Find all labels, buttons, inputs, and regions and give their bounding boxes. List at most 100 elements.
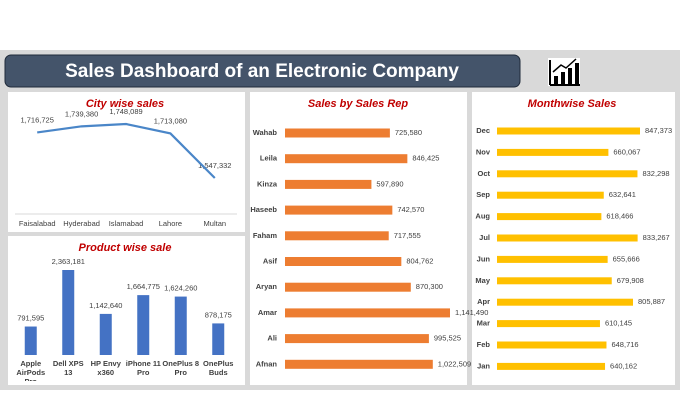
data-label: 679,908 — [617, 276, 644, 285]
x-tick-label: Multan — [204, 219, 227, 228]
bar — [285, 205, 393, 215]
data-label: 1,547,332 — [198, 161, 231, 170]
chart-title: Monthwise Sales — [528, 98, 617, 110]
y-tick-label: May — [475, 276, 490, 285]
bar — [285, 154, 408, 164]
bar — [497, 362, 606, 370]
bar — [497, 277, 612, 285]
x-tick-label-box: Apple AirPods Pro — [16, 359, 46, 381]
x-tick-label: iPhone 11 Pro — [125, 359, 161, 377]
data-label: 648,716 — [611, 340, 638, 349]
chart-icon — [548, 58, 580, 86]
data-label: 640,162 — [610, 361, 637, 370]
chart-title: Sales by Sales Rep — [308, 98, 409, 110]
bar — [497, 298, 633, 306]
bar — [212, 323, 225, 355]
data-label: 1,716,725 — [21, 115, 54, 124]
x-tick-label: Dell XPS 13 — [52, 359, 84, 377]
y-tick-label: Jun — [477, 254, 491, 263]
bar — [285, 179, 372, 189]
x-tick-label: OnePlus 8 Pro — [162, 359, 200, 377]
y-tick-label: Sep — [476, 190, 490, 199]
data-label: 1,713,080 — [154, 116, 187, 125]
bar — [497, 341, 607, 349]
data-label: 725,580 — [395, 128, 422, 137]
x-tick-label: Islamabad — [109, 219, 144, 228]
y-tick-label: Kinza — [257, 179, 278, 188]
panel — [8, 92, 245, 232]
data-label: 2,363,181 — [52, 257, 85, 266]
bar — [285, 282, 411, 292]
bar — [285, 359, 433, 369]
bar — [497, 213, 602, 221]
data-label: 833,267 — [643, 233, 670, 242]
x-tick-label: OnePlus Buds — [203, 359, 234, 377]
x-tick-label-box: Dell XPS 13 — [52, 359, 84, 377]
y-tick-label: Afnan — [256, 359, 278, 368]
y-tick-label: Ali — [267, 334, 277, 343]
data-label: 878,175 — [205, 310, 232, 319]
x-tick-label: Lahore — [159, 219, 182, 228]
bar — [285, 334, 429, 344]
data-label: 832,298 — [642, 169, 669, 178]
chart-title: City wise sales — [86, 98, 164, 110]
x-tick-label-box: HP Envy x360 — [91, 359, 121, 377]
y-tick-label: Haseeb — [250, 205, 277, 214]
data-label: 1,739,380 — [65, 109, 98, 118]
y-tick-label: Jul — [479, 233, 490, 242]
y-tick-label: Dec — [476, 126, 490, 135]
y-tick-label: Aug — [475, 212, 490, 221]
bar — [99, 313, 112, 355]
data-label: 804,762 — [406, 256, 433, 265]
bar — [497, 320, 600, 328]
bar — [174, 296, 187, 355]
chart-title: Product wise sale — [79, 242, 172, 254]
data-label: 846,425 — [412, 154, 439, 163]
data-label: 742,570 — [397, 205, 424, 214]
bar — [497, 148, 609, 156]
data-label: 632,641 — [609, 190, 636, 199]
data-label: 655,666 — [613, 254, 640, 263]
bar — [497, 127, 640, 135]
data-label: 847,373 — [645, 126, 672, 135]
y-tick-label: Mar — [477, 319, 490, 328]
data-label: 717,555 — [394, 231, 421, 240]
data-label: 1,664,775 — [127, 282, 160, 291]
bar — [137, 295, 150, 355]
data-label: 660,067 — [613, 147, 640, 156]
y-tick-label: Apr — [477, 297, 490, 306]
y-tick-label: Faham — [253, 231, 278, 240]
bar — [285, 231, 389, 241]
data-label: 805,887 — [638, 297, 665, 306]
y-tick-label: Asif — [263, 256, 278, 265]
y-tick-label: Oct — [477, 169, 490, 178]
line — [37, 122, 216, 179]
data-label: 1,141,490 — [455, 308, 488, 317]
y-tick-label: Nov — [476, 147, 491, 156]
data-label: 791,595 — [17, 314, 44, 323]
data-label: 597,890 — [376, 179, 403, 188]
x-tick-label-box: OnePlus Buds — [203, 359, 234, 377]
y-tick-label: Feb — [477, 340, 491, 349]
data-label: 1,142,640 — [89, 301, 122, 310]
data-label: 610,145 — [605, 319, 632, 328]
y-tick-label: Aryan — [256, 282, 278, 291]
y-tick-label: Amar — [258, 308, 277, 317]
x-tick-label: Apple AirPods Pro — [16, 359, 46, 381]
bar — [497, 191, 604, 199]
bar — [497, 170, 638, 178]
x-tick-label: Faisalabad — [19, 219, 56, 228]
header-bar — [4, 54, 521, 88]
data-label: 1,748,089 — [109, 107, 142, 116]
bar — [497, 234, 638, 242]
panel — [8, 236, 245, 385]
data-label: 618,466 — [606, 212, 633, 221]
data-label: 995,525 — [434, 334, 461, 343]
bar — [285, 128, 390, 138]
bar — [62, 270, 75, 355]
y-tick-label: Leila — [260, 154, 278, 163]
dashboard-title: Sales Dashboard of an Electronic Company — [65, 61, 459, 82]
bar — [285, 308, 450, 318]
